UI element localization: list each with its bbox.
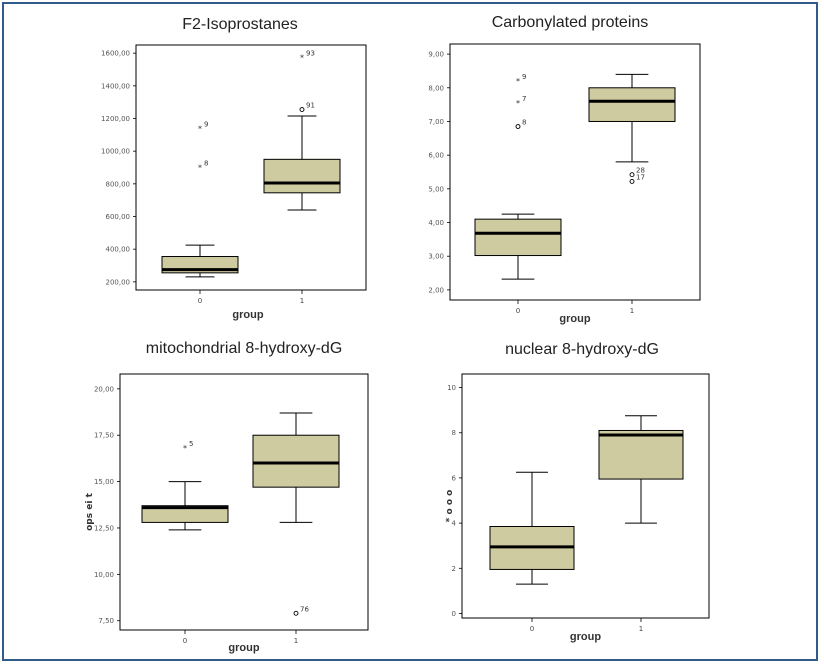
- f2-box-group-1: [263, 158, 341, 194]
- mito-outlier-star: *: [183, 444, 187, 453]
- f2-xtick-label: 1: [300, 297, 304, 305]
- mito-ytick-label: 15,00: [94, 478, 114, 486]
- mito-ytick-label: 20,00: [94, 385, 114, 393]
- carbonyl-outlier-label: 7: [522, 95, 526, 103]
- carbonyl-box-group-1: [588, 87, 676, 122]
- carbonyl-outlier-circle: [629, 172, 635, 178]
- carbonyl-outlier-label: 28: [636, 167, 645, 175]
- carbonyl-outlier-star: *: [516, 99, 520, 108]
- mito-box-group-0: [141, 505, 229, 523]
- mito-xtick-label: 0: [183, 637, 187, 645]
- carbonyl-outlier-star: *: [516, 77, 520, 86]
- carbonyl-plot-area: [449, 43, 701, 301]
- nuclear-xtick-label: 1: [639, 625, 643, 633]
- carbonyl-outlier-label: 17: [636, 173, 645, 181]
- mito-ytick-label: 7,50: [98, 617, 114, 625]
- mito-box-group-1: [252, 434, 340, 488]
- nuclear-box-group-1: [598, 429, 684, 480]
- f2-outlier-label: 9: [204, 120, 208, 128]
- f2-ytick-label: 200,00: [106, 278, 131, 286]
- mito-outlier-label: 76: [300, 605, 309, 613]
- f2-outlier-circle: [299, 107, 305, 112]
- f2-ytick-label: 600,00: [106, 213, 131, 221]
- carbonyl-xtick-label: 1: [630, 307, 634, 315]
- f2-ytick-label: 1000,00: [101, 148, 130, 156]
- nuclear-yaxis-label: * o o o: [445, 490, 455, 523]
- carbonyl-outlier-circle: [629, 178, 635, 184]
- f2-ytick-label: 1600,00: [101, 50, 130, 58]
- mito-yaxis-label: ops ei t: [85, 492, 95, 530]
- f2-ytick-label: 800,00: [106, 180, 131, 188]
- mito-outlier-label: 5: [189, 440, 193, 448]
- nuclear-ytick-label: 6: [452, 474, 457, 482]
- f2-outlier-label: 93: [306, 49, 315, 57]
- f2-outlier-star: *: [300, 53, 304, 62]
- carbonyl-ytick-label: 6,00: [428, 152, 444, 160]
- f2-xaxis-label: group: [232, 309, 263, 321]
- f2-ytick-label: 1200,00: [101, 115, 130, 123]
- carbonyl-outlier-circle: [515, 124, 521, 129]
- nuclear-plot-area: [461, 373, 710, 619]
- mito-ytick-label: 17,50: [94, 432, 114, 440]
- f2-xtick-label: 0: [198, 297, 202, 305]
- nuclear-ytick-label: 2: [452, 565, 456, 573]
- nuclear-ytick-label: 4: [452, 520, 457, 528]
- mito-ytick-label: 12,50: [94, 524, 114, 532]
- mito-xaxis-label: group: [228, 642, 259, 654]
- f2-ytick-label: 1400,00: [101, 82, 130, 90]
- mito-xtick-label: 1: [294, 637, 298, 645]
- nuclear-xtick-label: 0: [530, 625, 534, 633]
- f2-ytick-label: 400,00: [106, 246, 131, 254]
- nuclear-ytick-label: 0: [452, 610, 456, 618]
- carbonyl-ytick-label: 2,00: [428, 286, 444, 294]
- nuclear-ytick-label: 10: [447, 384, 456, 392]
- carbonyl-box-group-0: [474, 218, 562, 257]
- mito-outlier-circle: [293, 610, 299, 616]
- carbonyl-ytick-label: 8,00: [428, 84, 444, 92]
- nuclear-xaxis-label: group: [570, 631, 601, 643]
- chart-title-f2-isoprostanes: F2-Isoprostanes: [182, 16, 298, 33]
- f2-outlier-label: 8: [204, 160, 208, 168]
- carbonyl-ytick-label: 7,00: [428, 118, 444, 126]
- carbonyl-outlier-label: 8: [522, 119, 526, 127]
- chart-title-carbonylated-proteins: Carbonylated proteins: [491, 14, 649, 31]
- nuclear-ytick-label: 8: [452, 429, 456, 437]
- carbonyl-outlier-label: 9: [522, 73, 526, 81]
- carbonyl-ytick-label: 3,00: [428, 253, 444, 261]
- carbonyl-ytick-label: 5,00: [428, 185, 444, 193]
- carbonyl-ytick-label: 4,00: [428, 219, 444, 227]
- mito-plot-area: [119, 373, 369, 631]
- mito-ytick-label: 10,00: [94, 571, 114, 579]
- f2-outlier-star: *: [198, 164, 202, 173]
- chart-title-mitochondrial-8ohdg: mitochondrial 8-hydroxy-dG: [145, 340, 343, 357]
- carbonyl-xaxis-label: group: [559, 313, 590, 325]
- f2-outlier-star: *: [198, 124, 202, 133]
- chart-title-nuclear-8ohdg: nuclear 8-hydroxy-dG: [505, 341, 659, 358]
- carbonyl-xtick-label: 0: [516, 307, 520, 315]
- carbonyl-ytick-label: 9,00: [428, 51, 444, 59]
- f2-outlier-label: 91: [306, 102, 315, 110]
